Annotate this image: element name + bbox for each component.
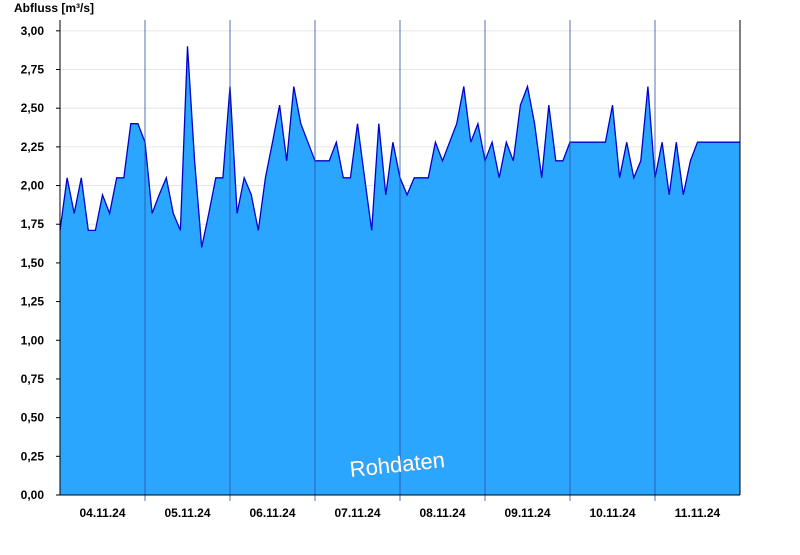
y-tick-label: 1,50 bbox=[21, 256, 45, 270]
x-tick-label: 09.11.24 bbox=[504, 506, 550, 520]
y-axis-title: Abfluss [m³/s] bbox=[14, 1, 94, 15]
y-tick-label: 0,00 bbox=[21, 488, 45, 502]
y-tick-label: 2,75 bbox=[21, 63, 45, 77]
y-tick-label: 3,00 bbox=[21, 24, 45, 38]
y-tick-label: 1,25 bbox=[21, 295, 45, 309]
x-tick-label: 06.11.24 bbox=[249, 506, 295, 520]
y-tick-label: 0,50 bbox=[21, 411, 45, 425]
x-tick-label: 07.11.24 bbox=[334, 506, 380, 520]
x-tick-label: 05.11.24 bbox=[164, 506, 210, 520]
y-tick-label: 2,00 bbox=[21, 179, 45, 193]
x-tick-label: 10.11.24 bbox=[589, 506, 635, 520]
x-tick-label: 11.11.24 bbox=[675, 506, 721, 520]
y-tick-label: 2,50 bbox=[21, 101, 45, 115]
y-tick-label: 2,25 bbox=[21, 140, 45, 154]
x-tick-label: 08.11.24 bbox=[419, 506, 465, 520]
y-tick-label: 1,00 bbox=[21, 333, 45, 347]
y-tick-label: 0,25 bbox=[21, 449, 45, 463]
y-tick-label: 0,75 bbox=[21, 372, 45, 386]
x-tick-label: 04.11.24 bbox=[79, 506, 125, 520]
y-tick-label: 1,75 bbox=[21, 217, 45, 231]
